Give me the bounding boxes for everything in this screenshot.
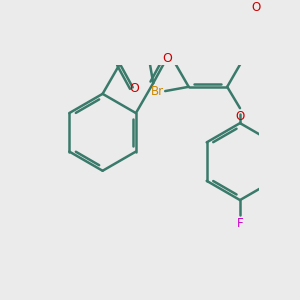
Text: O: O xyxy=(252,1,261,14)
Text: O: O xyxy=(129,82,139,94)
Text: Br: Br xyxy=(151,85,164,98)
Text: O: O xyxy=(236,110,244,123)
Text: F: F xyxy=(237,217,243,230)
Text: O: O xyxy=(163,52,172,65)
